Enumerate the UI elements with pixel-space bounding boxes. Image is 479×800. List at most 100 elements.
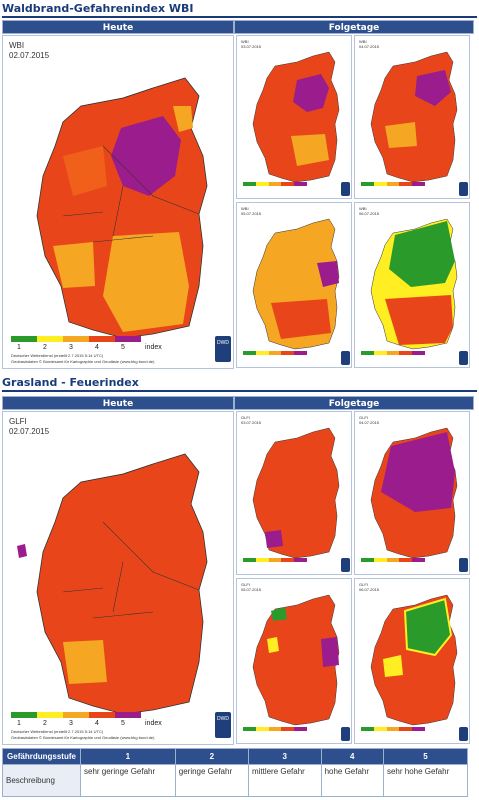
thumb-legend bbox=[361, 351, 425, 355]
glfi-thumb-2[interactable]: GLFI 04.07.2015 bbox=[354, 411, 470, 575]
legend-swatch bbox=[11, 336, 37, 342]
glfi-legend-num-2: 2 bbox=[43, 720, 47, 727]
glfi-main-legend bbox=[11, 712, 141, 718]
glfi-legend-num-1: 1 bbox=[17, 720, 21, 727]
glfi-footer-2: Geobasisdaten © Bundesamt für Kartograph… bbox=[11, 735, 155, 740]
wbi-thumb-3[interactable]: WBI 05.07.2015 bbox=[236, 202, 352, 368]
glfi-thumb-4[interactable]: GLFI 06.07.2015 bbox=[354, 578, 470, 744]
wbi-thumb-map bbox=[252, 51, 340, 183]
glfi-main-index-label: GLFI bbox=[9, 417, 27, 426]
scale-level-4: 4 bbox=[320, 748, 384, 765]
dwd-logo-icon bbox=[341, 351, 350, 365]
glfi-thumb-label: GLFI bbox=[359, 415, 368, 420]
thumb-legend bbox=[361, 182, 425, 186]
glfi-main-map: GLFI 02.07.2015 1 2 3 4 5 index Deutsche… bbox=[2, 411, 234, 745]
glfi-main-date: 02.07.2015 bbox=[9, 427, 50, 436]
glfi-thumb-label: GLFI bbox=[359, 582, 368, 587]
glfi-footer-1: Deutscher Wetterdienst (erstellt 2.7.201… bbox=[11, 729, 104, 734]
legend-swatch bbox=[115, 336, 141, 342]
glfi-legend-unit: index bbox=[145, 720, 162, 727]
glfi-section-rule bbox=[2, 390, 477, 392]
wbi-thumb-map bbox=[252, 218, 340, 350]
glfi-thumb-label: GLFI bbox=[241, 582, 250, 587]
wbi-thumb-date: 03.07.2015 bbox=[241, 44, 262, 49]
glfi-heute-header: Heute bbox=[2, 396, 234, 410]
glfi-legend-num-3: 3 bbox=[69, 720, 73, 727]
wbi-thumb-date: 04.07.2015 bbox=[359, 44, 380, 49]
legend-swatch bbox=[63, 336, 89, 342]
wbi-legend-num-2: 2 bbox=[43, 344, 47, 351]
wbi-thumb-label: WBI bbox=[241, 206, 249, 211]
thumb-legend bbox=[243, 351, 307, 355]
wbi-heute-header: Heute bbox=[2, 20, 234, 34]
thumb-legend bbox=[243, 182, 307, 186]
wbi-section-rule bbox=[2, 16, 477, 18]
wbi-main-legend bbox=[11, 336, 141, 342]
wbi-thumb-map bbox=[370, 218, 458, 350]
scale-desc-1: sehr geringe Gefahr bbox=[80, 764, 176, 797]
glfi-thumb-map bbox=[252, 427, 340, 559]
wbi-thumb-4[interactable]: WBI 06.07.2015 bbox=[354, 202, 470, 368]
wbi-thumb-2[interactable]: WBI 04.07.2015 bbox=[354, 35, 470, 199]
glfi-thumb-date: 06.07.2015 bbox=[359, 587, 380, 592]
glfi-germany-map bbox=[17, 453, 208, 715]
wbi-thumb-label: WBI bbox=[359, 206, 367, 211]
glfi-thumb-map bbox=[370, 427, 458, 559]
glfi-thumb-label: GLFI bbox=[241, 415, 250, 420]
wbi-folgetage-header: Folgetage bbox=[234, 20, 474, 34]
scale-level-5: 5 bbox=[382, 748, 469, 765]
wbi-thumb-date: 05.07.2015 bbox=[241, 211, 262, 216]
wbi-main-date: 02.07.2015 bbox=[9, 51, 50, 60]
scale-desc-3: mittlere Gefahr bbox=[247, 764, 322, 797]
wbi-main-map: WBI 02.07.2015 1 2 3 4 5 index Deutscher… bbox=[2, 35, 234, 369]
scale-header-first: Gefährdungsstufe bbox=[2, 748, 81, 765]
wbi-legend-num-4: 4 bbox=[95, 344, 99, 351]
glfi-thumb-3[interactable]: GLFI 05.07.2015 bbox=[236, 578, 352, 744]
dwd-logo-icon bbox=[341, 727, 350, 741]
wbi-footer-1: Deutscher Wetterdienst (erstellt 2.7.201… bbox=[11, 353, 104, 358]
dwd-logo-icon bbox=[459, 558, 468, 572]
dwd-logo-icon bbox=[341, 558, 350, 572]
scale-desc-5: sehr hohe Gefahr bbox=[382, 764, 469, 797]
danger-scale-table: Gefährdungsstufe 1 2 3 4 5 Beschreibung … bbox=[2, 748, 469, 797]
dwd-logo-icon bbox=[459, 351, 468, 365]
wbi-legend-unit: index bbox=[145, 344, 162, 351]
wbi-legend-num-5: 5 bbox=[121, 344, 125, 351]
glfi-thumb-date: 03.07.2015 bbox=[241, 420, 262, 425]
wbi-thumb-map bbox=[370, 51, 458, 183]
glfi-thumb-map bbox=[370, 594, 458, 726]
dwd-logo-icon bbox=[459, 727, 468, 741]
scale-level-2: 2 bbox=[174, 748, 249, 765]
legend-swatch bbox=[89, 336, 115, 342]
dwd-logo-icon bbox=[459, 182, 468, 196]
glfi-thumb-date: 04.07.2015 bbox=[359, 420, 380, 425]
scale-desc-2: geringe Gefahr bbox=[174, 764, 249, 797]
scale-level-1: 1 bbox=[80, 748, 176, 765]
dwd-logo-icon: DWD bbox=[215, 712, 231, 738]
glfi-legend-num-4: 4 bbox=[95, 720, 99, 727]
glfi-folgetage-header: Folgetage bbox=[234, 396, 474, 410]
thumb-legend bbox=[361, 558, 425, 562]
wbi-thumb-date: 06.07.2015 bbox=[359, 211, 380, 216]
wbi-legend-num-1: 1 bbox=[17, 344, 21, 351]
wbi-germany-map bbox=[36, 77, 208, 339]
wbi-thumb-label: WBI bbox=[359, 39, 367, 44]
dwd-logo-icon: DWD bbox=[215, 336, 231, 362]
thumb-legend bbox=[243, 558, 307, 562]
glfi-legend-num-5: 5 bbox=[121, 720, 125, 727]
glfi-section-title: Grasland - Feuerindex bbox=[2, 376, 139, 389]
wbi-thumb-label: WBI bbox=[241, 39, 249, 44]
thumb-legend bbox=[243, 727, 307, 731]
thumb-legend bbox=[361, 727, 425, 731]
wbi-footer-2: Geobasisdaten © Bundesamt für Kartograph… bbox=[11, 359, 155, 364]
legend-swatch bbox=[37, 336, 63, 342]
glfi-thumb-1[interactable]: GLFI 03.07.2015 bbox=[236, 411, 352, 575]
dwd-logo-icon bbox=[341, 182, 350, 196]
glfi-thumb-date: 05.07.2015 bbox=[241, 587, 262, 592]
wbi-section-title: Waldbrand-Gefahrenindex WBI bbox=[2, 2, 194, 15]
wbi-thumb-1[interactable]: WBI 03.07.2015 bbox=[236, 35, 352, 199]
scale-desc-4: hohe Gefahr bbox=[320, 764, 384, 797]
glfi-thumb-map bbox=[252, 594, 340, 726]
scale-level-3: 3 bbox=[247, 748, 322, 765]
wbi-main-index-label: WBI bbox=[9, 41, 25, 50]
